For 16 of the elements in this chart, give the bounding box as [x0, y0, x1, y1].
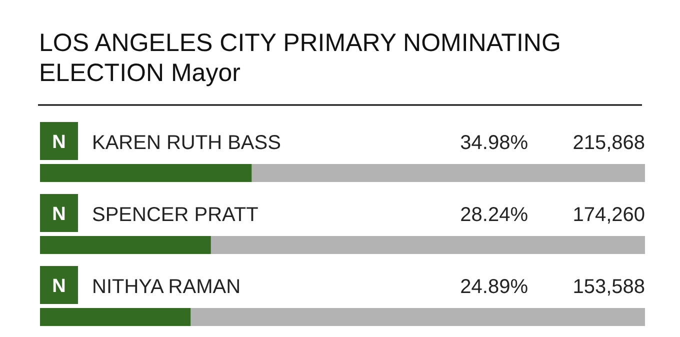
badge-icon: N: [40, 122, 78, 160]
data-label: 34.98%: [460, 132, 528, 154]
y-tick-label: SPENCER PRATT: [92, 204, 258, 226]
annotation: N: [52, 204, 66, 225]
annotation: N: [52, 132, 66, 153]
annotation: N: [52, 276, 66, 297]
annotation: 153,588: [572, 276, 645, 298]
y-tick-label: KAREN RUTH BASS: [92, 132, 281, 154]
badge-icon: N: [40, 266, 78, 304]
annotation: 174,260: [572, 204, 645, 226]
chart-title: LOS ANGELES CITY PRIMARY NOMINATING ELECTION Mayor: [39, 29, 561, 87]
badge-icon: N: [40, 194, 78, 232]
y-tick-label: NITHYA RAMAN: [92, 276, 241, 298]
annotation: 215,868: [572, 132, 645, 154]
data-label: 28.24%: [460, 204, 528, 226]
data-label: 24.89%: [460, 276, 528, 298]
